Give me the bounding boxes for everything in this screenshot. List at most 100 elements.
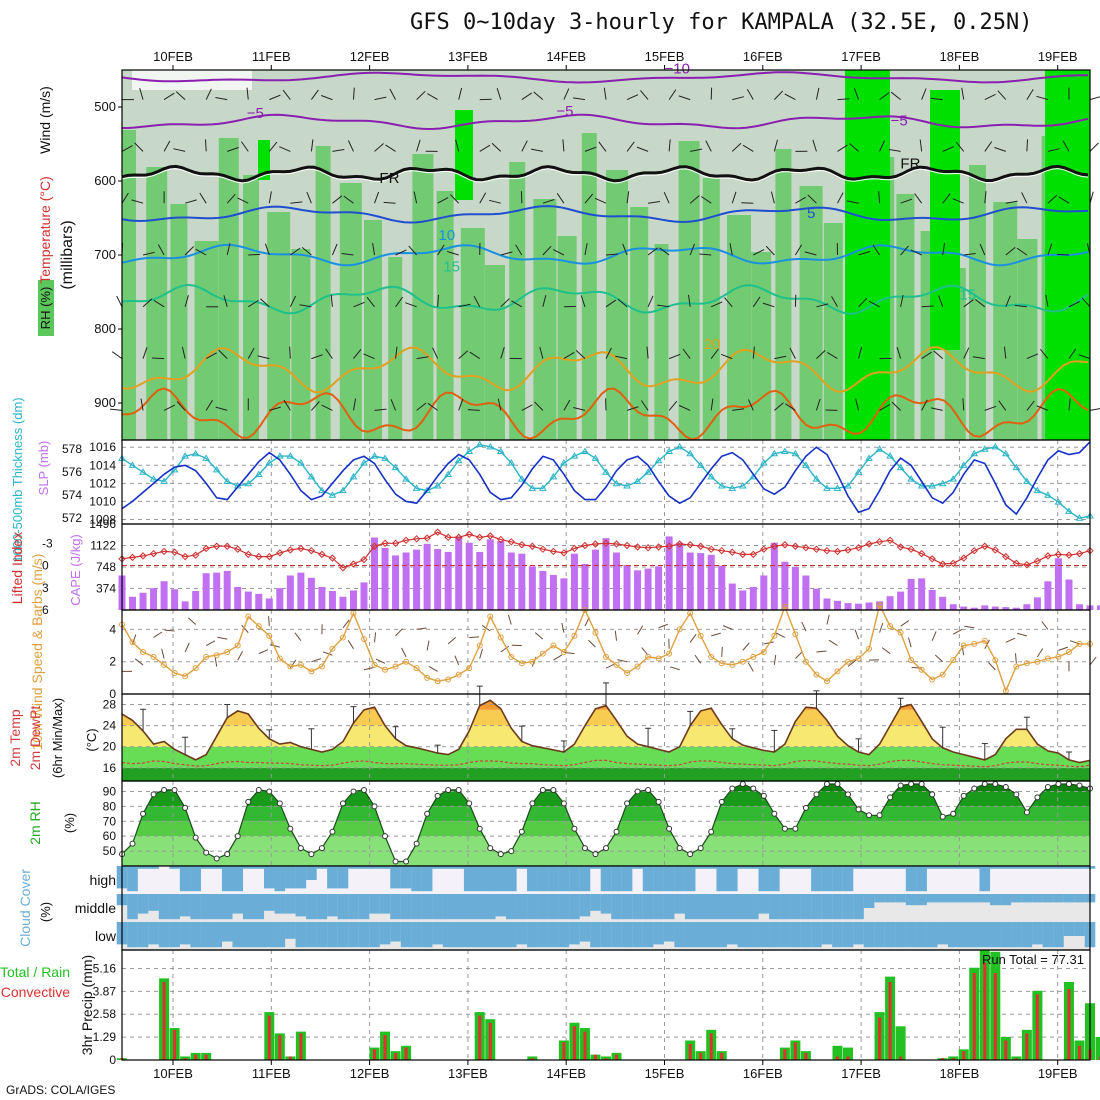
cloud-low-cell	[558, 922, 570, 948]
xtick-label-bottom: 10FEB	[153, 1066, 193, 1081]
wind-barb	[163, 92, 175, 101]
temp2m-ylabel: 2m Temp	[7, 709, 23, 767]
wind10m-marker	[350, 610, 357, 617]
rh-moist-band	[751, 252, 772, 440]
wind-barb	[626, 406, 639, 411]
wind10m-barb	[1069, 640, 1080, 645]
wind10m-marker	[382, 666, 389, 673]
cloud-middle-cell	[221, 894, 233, 920]
cloud-middle-cell	[127, 894, 138, 920]
cape-bar	[781, 561, 789, 610]
wind-barb	[1068, 398, 1071, 411]
precip-convective-bar	[583, 1031, 587, 1060]
wind-barb	[626, 191, 630, 204]
cloud-high-cell	[264, 866, 275, 889]
cloud-high-cell	[684, 866, 696, 892]
rh2m-marker	[908, 780, 915, 787]
thickness-marker	[928, 482, 937, 489]
wind-barb	[584, 146, 597, 152]
wind-barb	[584, 243, 588, 256]
cloud-high-cell	[611, 866, 622, 892]
cloud-middle-cell	[674, 894, 685, 914]
wind-barb	[879, 403, 891, 411]
rh2m-marker	[771, 810, 778, 817]
cloud-high-cell	[779, 866, 791, 869]
wind-barb	[815, 398, 821, 411]
wind-barb	[1089, 96, 1100, 101]
wind-barb	[310, 89, 319, 100]
cloud-low-cell	[1074, 922, 1085, 936]
cape-bar	[844, 603, 852, 610]
lifted-index-marker	[265, 552, 274, 561]
rh2m-band	[122, 791, 1090, 807]
cloud-middle-cell	[316, 894, 328, 920]
cloud-low-cell	[632, 922, 643, 948]
rh2m-marker	[918, 780, 925, 787]
wind10m-marker	[161, 661, 168, 668]
cape-bar	[570, 553, 578, 610]
wind10m-barb	[816, 650, 827, 653]
wind-barb	[542, 245, 552, 256]
rh2m-marker	[929, 791, 936, 798]
xtick-label-top: 11FEB	[252, 49, 291, 64]
wind-barb	[199, 192, 207, 204]
wind-barb	[321, 95, 333, 101]
cloud-low-cell	[779, 922, 791, 948]
cloud-high-cell	[316, 866, 328, 869]
cloud-high-cell	[453, 866, 464, 869]
lifted-index-marker	[476, 533, 484, 542]
wind10m-barb	[479, 648, 483, 659]
wind-barb	[705, 140, 712, 152]
cloud-ylabel: Cloud Cover	[17, 869, 33, 947]
rh2m-ylabel: 2m RH	[27, 801, 43, 845]
lifted-index-marker	[960, 554, 968, 562]
wind10m-barb	[722, 625, 733, 630]
wind-barb	[269, 94, 281, 101]
cloud-low-cell	[569, 922, 580, 945]
wind10m-marker	[508, 653, 515, 660]
cloud-low-cell	[548, 922, 559, 948]
wind-barb	[879, 140, 886, 152]
thickness-marker	[823, 484, 831, 491]
wind-barb	[299, 304, 312, 308]
wind10m-marker	[140, 649, 147, 655]
cloud-high-cell	[968, 866, 980, 869]
rh2m-marker	[466, 800, 473, 807]
wind-barb	[963, 347, 970, 359]
precip-convective-bar	[394, 1052, 398, 1060]
wind-barb	[701, 196, 712, 204]
cloud-low-cell	[821, 922, 833, 945]
temp-contour-minus5	[122, 113, 1089, 131]
wind10m-marker	[960, 642, 967, 649]
lifted-index-marker	[675, 540, 684, 548]
cloud-low-cell	[990, 922, 1001, 948]
precip-total-bar	[843, 1047, 853, 1060]
thickness-marker	[328, 491, 337, 498]
cloud-high-cell	[579, 866, 591, 892]
cape-bar	[665, 536, 673, 610]
wind-barb	[290, 201, 303, 204]
wind10m-barb	[854, 629, 859, 640]
contour-label-9: 15	[959, 286, 976, 303]
wind10m-marker	[276, 655, 283, 662]
thickness-tick-label: 572	[62, 511, 82, 525]
cloud-middle-cell	[926, 894, 938, 903]
wind-barb	[226, 193, 236, 204]
wind-barb	[890, 91, 901, 100]
cape-bar	[707, 554, 715, 610]
wind-barb	[511, 300, 523, 308]
wind-barb	[962, 398, 965, 411]
cloud-low-cell	[968, 922, 980, 948]
rh2m-marker	[413, 840, 420, 847]
dewpt2m-ylabel: 2m DewPt	[27, 706, 43, 771]
cloud-high-cell	[874, 866, 885, 869]
cape-bar	[518, 553, 526, 610]
rh-moist-band	[678, 141, 700, 440]
precip-convective-bar	[951, 1058, 955, 1060]
lifted-index-marker	[644, 544, 652, 552]
thickness-marker	[149, 475, 158, 482]
lifted-index-marker	[938, 560, 947, 568]
wind10m-marker	[560, 649, 567, 655]
thickness-marker	[1065, 507, 1073, 514]
thickness-marker	[560, 459, 568, 466]
